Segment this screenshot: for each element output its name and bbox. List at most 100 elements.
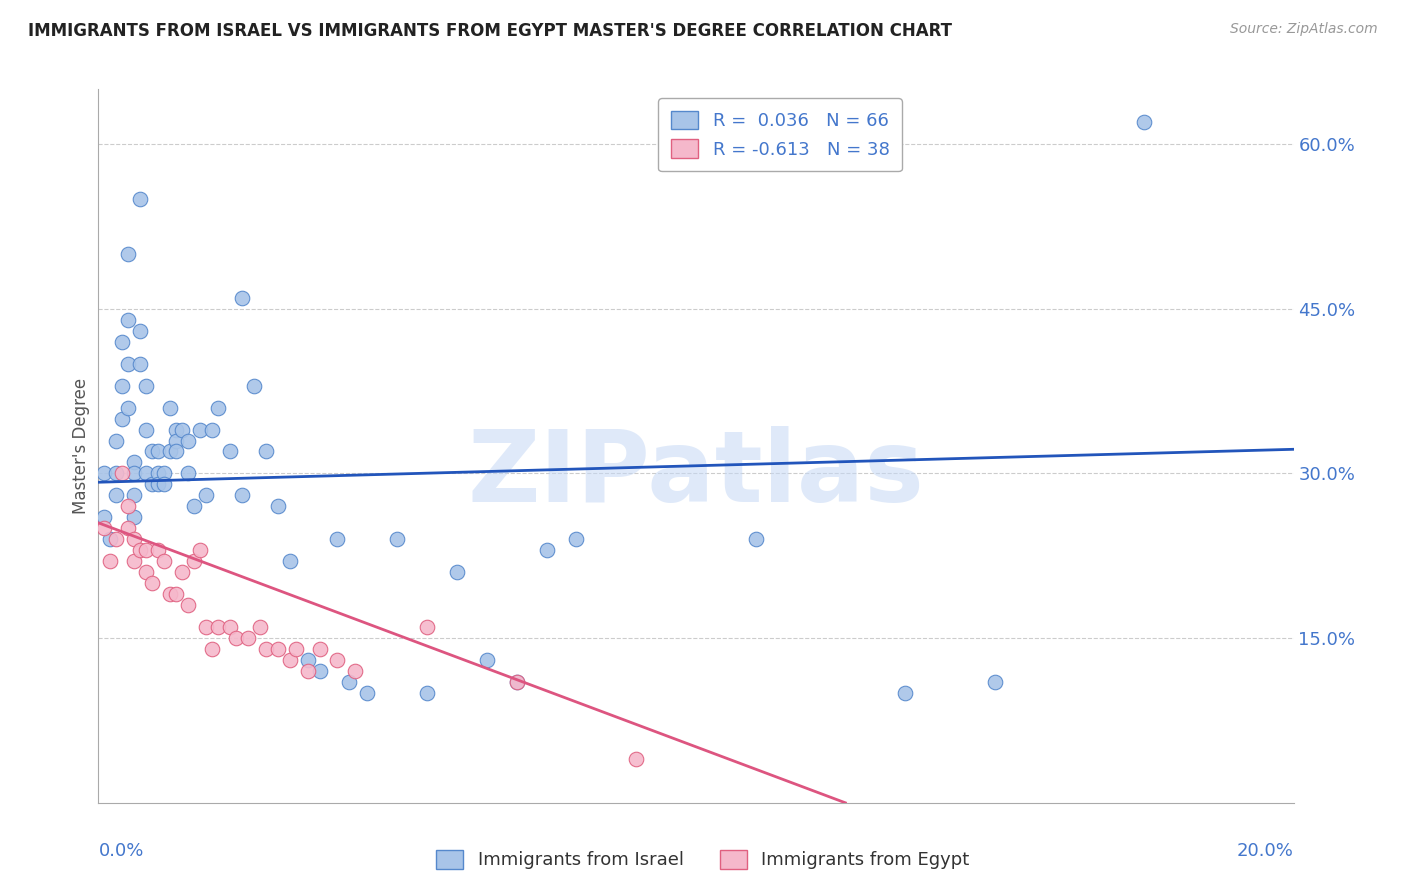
Point (308, 642, 330, 657)
Point (385, 533, 409, 547)
Point (183, 500, 205, 514)
Point (159, 444, 181, 458)
Point (344, 664, 367, 678)
Point (506, 675, 529, 690)
Point (195, 620, 218, 634)
Point (135, 423, 157, 437)
Point (124, 455, 146, 469)
Legend: Immigrants from Israel, Immigrants from Egypt: Immigrants from Israel, Immigrants from … (427, 841, 979, 879)
Point (124, 467, 146, 481)
Point (105, 434, 128, 448)
Point (201, 423, 224, 437)
Point (475, 653, 498, 667)
Point (124, 488, 146, 502)
Point (172, 423, 194, 437)
Point (297, 653, 319, 667)
Point (219, 444, 242, 458)
Point (159, 401, 181, 415)
Point (111, 411, 134, 425)
Point (177, 467, 200, 481)
Point (117, 312, 139, 326)
Point (129, 543, 152, 558)
Point (225, 631, 247, 645)
Point (207, 620, 229, 634)
Point (195, 488, 218, 502)
Point (135, 467, 157, 481)
Point (284, 642, 307, 657)
Point (148, 477, 170, 491)
Point (148, 543, 170, 558)
Point (172, 566, 194, 580)
Point (100, 554, 122, 568)
Point (105, 488, 128, 502)
Point (416, 620, 439, 634)
Point (219, 620, 242, 634)
Point (231, 291, 253, 305)
Point (267, 500, 290, 514)
Point (565, 533, 588, 547)
Point (326, 533, 349, 547)
Point (356, 686, 378, 700)
Point (148, 444, 170, 458)
Point (135, 566, 157, 580)
Point (93, 467, 115, 481)
Point (135, 378, 157, 392)
Point (894, 686, 917, 700)
Point (141, 444, 163, 458)
Legend: R =  0.036   N = 66, R = -0.613   N = 38: R = 0.036 N = 66, R = -0.613 N = 38 (658, 98, 903, 171)
Point (148, 467, 170, 481)
Point (506, 675, 529, 690)
Point (188, 423, 211, 437)
Point (111, 334, 134, 349)
Point (165, 444, 187, 458)
Point (100, 533, 122, 547)
Point (243, 378, 266, 392)
Point (129, 192, 152, 206)
Y-axis label: Master's Degree: Master's Degree (72, 378, 90, 514)
Text: ZIPatlas: ZIPatlas (468, 426, 924, 523)
Point (165, 434, 187, 448)
Point (207, 401, 229, 415)
Point (129, 357, 152, 371)
Point (111, 378, 134, 392)
Point (416, 686, 439, 700)
Point (93, 510, 115, 524)
Point (984, 675, 1007, 690)
Point (297, 664, 319, 678)
Text: 0.0%: 0.0% (98, 842, 143, 860)
Point (124, 533, 146, 547)
Point (231, 488, 253, 502)
Point (308, 664, 330, 678)
Text: IMMIGRANTS FROM ISRAEL VS IMMIGRANTS FROM EGYPT MASTER'S DEGREE CORRELATION CHAR: IMMIGRANTS FROM ISRAEL VS IMMIGRANTS FRO… (28, 22, 952, 40)
Point (117, 401, 139, 415)
Point (188, 543, 211, 558)
Point (117, 521, 139, 535)
Point (135, 543, 157, 558)
Point (153, 467, 176, 481)
Point (105, 533, 128, 547)
Point (536, 543, 558, 558)
Point (201, 642, 224, 657)
Point (278, 554, 301, 568)
Point (249, 620, 271, 634)
Point (278, 653, 301, 667)
Point (177, 598, 200, 612)
Point (165, 423, 187, 437)
Point (183, 554, 205, 568)
Point (267, 642, 290, 657)
Point (124, 510, 146, 524)
Point (177, 434, 200, 448)
Point (117, 500, 139, 514)
Point (141, 477, 163, 491)
Text: 20.0%: 20.0% (1237, 842, 1294, 860)
Point (1133, 115, 1156, 129)
Point (129, 324, 152, 338)
Point (254, 444, 277, 458)
Point (165, 587, 187, 601)
Point (745, 533, 768, 547)
Point (153, 554, 176, 568)
Point (626, 752, 648, 766)
Point (117, 357, 139, 371)
Point (236, 631, 259, 645)
Point (153, 477, 176, 491)
